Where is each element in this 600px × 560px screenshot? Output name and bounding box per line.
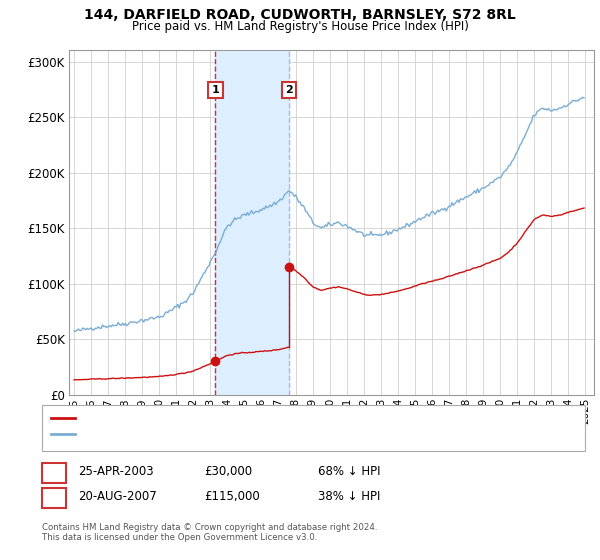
- Text: 1: 1: [212, 85, 219, 95]
- Text: 20-AUG-2007: 20-AUG-2007: [78, 490, 157, 503]
- Text: 2: 2: [50, 490, 58, 503]
- Text: HPI: Average price, detached house, Barnsley: HPI: Average price, detached house, Barn…: [79, 429, 317, 439]
- Text: 25-APR-2003: 25-APR-2003: [78, 465, 154, 478]
- Text: 2: 2: [286, 85, 293, 95]
- Text: 144, DARFIELD ROAD, CUDWORTH, BARNSLEY, S72 8RL (detached house): 144, DARFIELD ROAD, CUDWORTH, BARNSLEY, …: [79, 413, 464, 423]
- Text: 68% ↓ HPI: 68% ↓ HPI: [318, 465, 380, 478]
- Text: 1: 1: [50, 465, 58, 478]
- Bar: [215, 50, 289, 395]
- Text: £115,000: £115,000: [204, 490, 260, 503]
- Text: Contains HM Land Registry data © Crown copyright and database right 2024.
This d: Contains HM Land Registry data © Crown c…: [42, 523, 377, 543]
- Text: 38% ↓ HPI: 38% ↓ HPI: [318, 490, 380, 503]
- Text: Price paid vs. HM Land Registry's House Price Index (HPI): Price paid vs. HM Land Registry's House …: [131, 20, 469, 32]
- Text: 144, DARFIELD ROAD, CUDWORTH, BARNSLEY, S72 8RL: 144, DARFIELD ROAD, CUDWORTH, BARNSLEY, …: [84, 8, 516, 22]
- Text: £30,000: £30,000: [204, 465, 252, 478]
